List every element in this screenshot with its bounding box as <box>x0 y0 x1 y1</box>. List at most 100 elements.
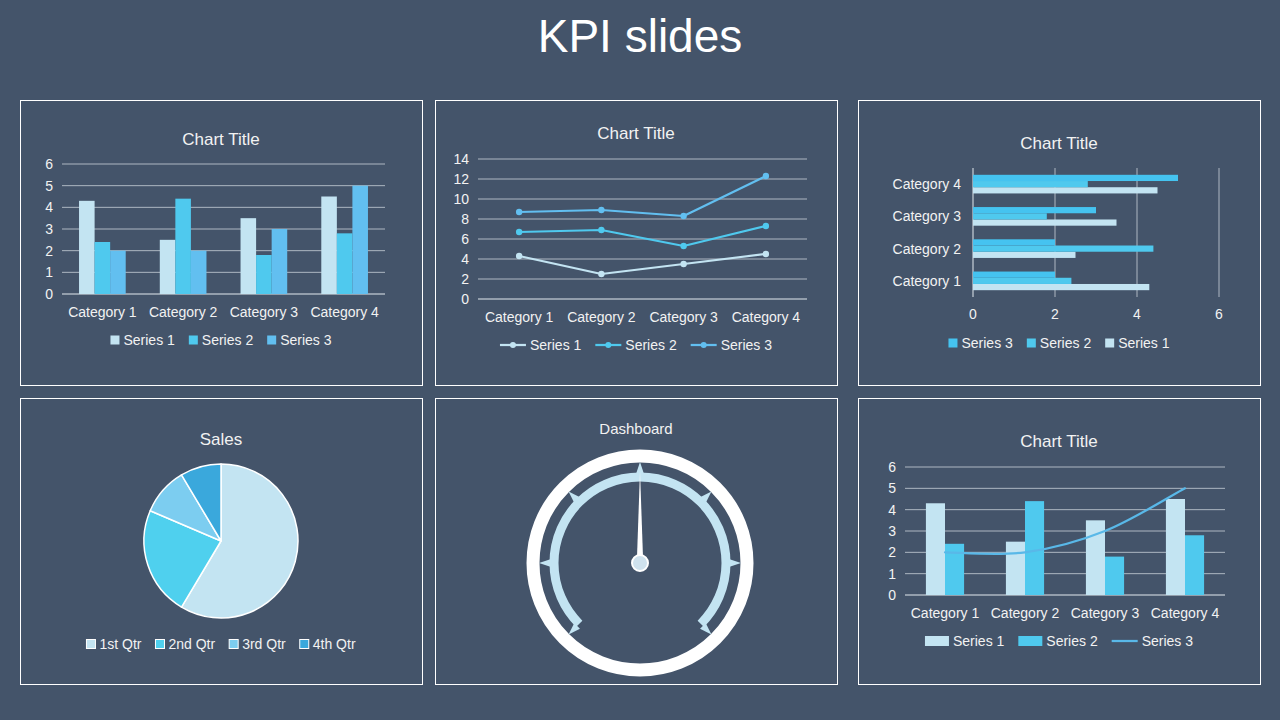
legend-label: Series 2 <box>1040 335 1092 351</box>
category-label: Category 4 <box>1151 605 1220 621</box>
legend-swatch <box>189 336 198 345</box>
chart-title: Dashboard <box>599 420 672 437</box>
category-label: Category 2 <box>893 241 962 257</box>
grid-line <box>478 199 807 200</box>
panel-frame <box>21 101 423 386</box>
legend-swatch <box>300 640 309 649</box>
legend-item: Series 3 <box>948 335 1013 351</box>
legend-item: Series 2 <box>595 337 677 353</box>
line-marker <box>763 251 769 257</box>
bar <box>160 240 176 294</box>
tick-label: 5 <box>888 480 896 496</box>
legend-swatch <box>86 640 95 649</box>
gauge-hub <box>632 555 648 571</box>
legend-marker <box>701 342 707 348</box>
tick-label: 1 <box>888 566 896 582</box>
legend-item: Series 2 <box>1027 335 1092 351</box>
legend-swatch <box>229 640 238 649</box>
tick-label: 12 <box>453 171 469 187</box>
category-label: Category 3 <box>893 208 962 224</box>
plot-area <box>926 488 1204 595</box>
line-marker <box>763 173 769 179</box>
legend-item: Series 3 <box>1112 633 1194 649</box>
bar <box>926 503 945 595</box>
legend-swatch <box>155 640 164 649</box>
legend-swatch <box>1018 636 1042 646</box>
chart-title: Chart Title <box>1020 134 1097 153</box>
bar <box>1105 557 1124 595</box>
tick-label: 6 <box>45 156 53 172</box>
legend-item: 2nd Qtr <box>155 636 215 652</box>
legend-item: 1st Qtr <box>86 636 141 652</box>
bar <box>973 187 1158 193</box>
legend-label: Series 3 <box>1142 633 1194 649</box>
category-label: Category 2 <box>991 605 1060 621</box>
category-label: Category 3 <box>1071 605 1140 621</box>
grid-line <box>62 164 385 165</box>
bar <box>272 229 288 294</box>
legend-item: Series 3 <box>267 332 332 348</box>
legend: Series 1Series 2Series 3 <box>110 332 331 348</box>
legend-label: Series 3 <box>280 332 332 348</box>
tick-label: 2 <box>1051 306 1059 322</box>
legend-item: 3rd Qtr <box>229 636 286 652</box>
tick-label: 4 <box>888 502 896 518</box>
category-label: Category 3 <box>230 304 299 320</box>
line-marker <box>680 213 686 219</box>
bar <box>973 219 1117 225</box>
bar <box>352 186 368 294</box>
tick-label: 6 <box>1215 306 1223 322</box>
bar <box>1006 542 1025 595</box>
grid-line <box>478 279 807 280</box>
category-label: Category 1 <box>68 304 137 320</box>
plot-area <box>516 173 769 277</box>
gauge-tick <box>569 492 580 503</box>
line-marker <box>598 207 604 213</box>
line-marker <box>680 261 686 267</box>
tick-label: 3 <box>45 221 53 237</box>
tick-label: 4 <box>1133 306 1141 322</box>
line-marker <box>763 223 769 229</box>
panel-frame <box>21 399 423 685</box>
line-marker <box>680 243 686 249</box>
legend-item: 4th Qtr <box>300 636 356 652</box>
bar <box>256 255 272 294</box>
panel-frame <box>436 101 838 386</box>
bar <box>973 207 1096 213</box>
bar <box>79 201 95 294</box>
gauge-ring <box>533 456 747 670</box>
legend-label: Series 2 <box>202 332 254 348</box>
panel-frame <box>859 399 1261 685</box>
bar <box>321 197 337 295</box>
tick-label: 1 <box>45 264 53 280</box>
tick-label: 4 <box>461 251 469 267</box>
gauge-tick <box>729 559 741 567</box>
category-label: Category 4 <box>732 309 801 325</box>
legend-swatch <box>267 336 276 345</box>
grid-line <box>905 467 1225 468</box>
line-series <box>519 254 766 274</box>
line-marker <box>516 229 522 235</box>
legend-swatch <box>1105 339 1114 348</box>
tick-label: 0 <box>969 306 977 322</box>
category-label: Category 2 <box>149 304 218 320</box>
pie-slice <box>182 464 221 541</box>
bar <box>191 251 207 294</box>
chart-title: Sales <box>200 430 243 449</box>
tick-label: 14 <box>453 151 469 167</box>
tick-label: 2 <box>888 544 896 560</box>
bar <box>973 278 1071 284</box>
legend-item: Series 1 <box>500 337 582 353</box>
tick-label: 0 <box>45 286 53 302</box>
legend-label: 1st Qtr <box>99 636 141 652</box>
legend-label: 4th Qtr <box>313 636 356 652</box>
legend-item: Series 2 <box>1018 633 1098 649</box>
gauge-tick <box>700 623 711 634</box>
bar <box>175 199 191 294</box>
bar <box>973 213 1047 219</box>
legend-label: Series 3 <box>961 335 1013 351</box>
bar <box>973 252 1076 258</box>
tick-label: 5 <box>45 178 53 194</box>
gauge-tick <box>700 492 711 503</box>
bar <box>1166 499 1185 595</box>
